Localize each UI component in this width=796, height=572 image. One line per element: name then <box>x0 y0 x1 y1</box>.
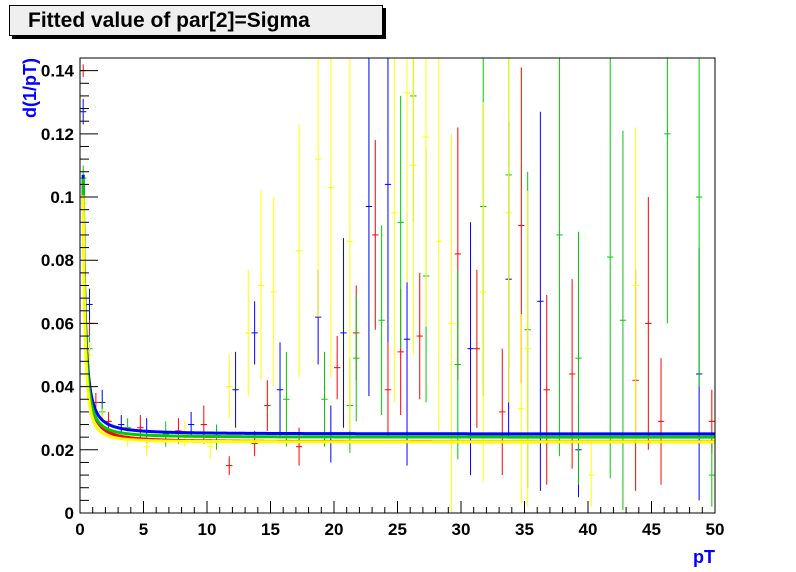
x-tick-label: 15 <box>261 520 280 539</box>
x-tick-label: 25 <box>388 520 407 539</box>
y-tick-label: 0.14 <box>41 62 75 81</box>
chart-title: Fitted value of par[2]=Sigma <box>9 5 383 36</box>
y-axis-label: d(1/pT) <box>20 58 40 118</box>
y-tick-label: 0.02 <box>41 441 74 460</box>
x-tick-label: 5 <box>139 520 148 539</box>
x-tick-label: 20 <box>325 520 344 539</box>
y-tick-label: 0.04 <box>41 378 75 397</box>
x-tick-label: 35 <box>515 520 534 539</box>
x-tick-label: 0 <box>75 520 84 539</box>
x-tick-label: 45 <box>642 520 661 539</box>
y-tick-label: 0.06 <box>41 314 74 333</box>
axes: 0 5 10 15 20 25 30 35 40 45 50 0 0.02 0.04 0.06 0.08 0.1… <box>41 62 725 539</box>
x-tick-label: 30 <box>452 520 471 539</box>
y-tick-label: 0 <box>65 504 74 523</box>
fit-curve <box>81 182 715 444</box>
y-tick-label: 0.08 <box>41 251 74 270</box>
y-tick-label: 0.12 <box>41 125 74 144</box>
fit-curve <box>81 174 716 436</box>
fit-curve <box>81 195 715 444</box>
fit-curve <box>81 178 715 439</box>
plot-frame <box>79 57 716 514</box>
x-tick-label: 40 <box>579 520 598 539</box>
x-tick-label: 50 <box>706 520 725 539</box>
fit-curves <box>81 174 716 444</box>
x-tick-label: 10 <box>198 520 217 539</box>
error-bars <box>80 58 715 513</box>
x-axis-label: pT <box>693 547 715 567</box>
y-tick-label: 0.1 <box>50 188 74 207</box>
